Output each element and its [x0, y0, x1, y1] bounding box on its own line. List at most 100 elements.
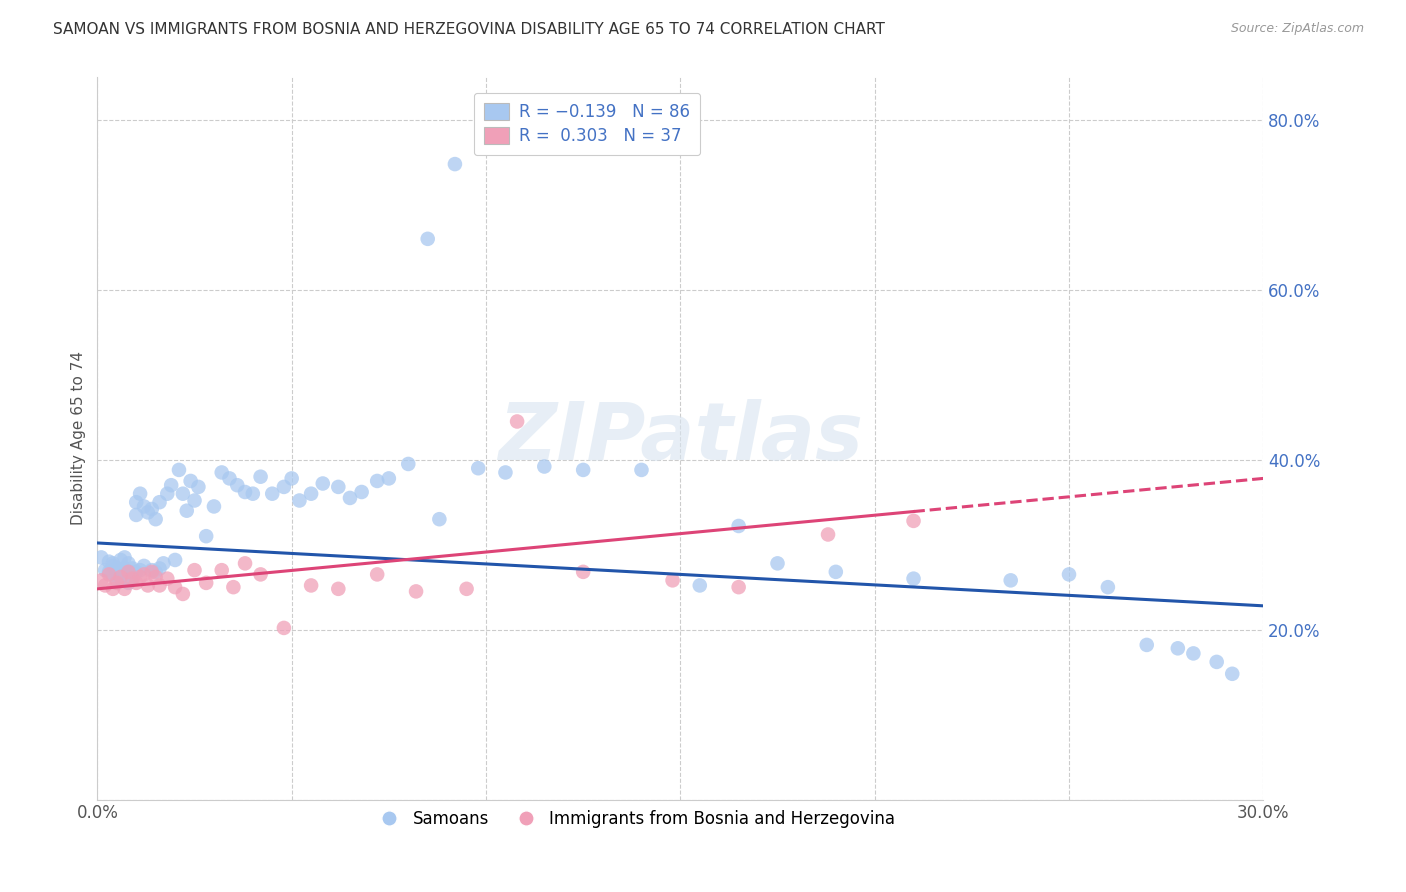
- Point: [456, 582, 478, 596]
- Point: [121, 572, 143, 586]
- Point: [152, 557, 174, 571]
- Point: [727, 580, 749, 594]
- Point: [280, 471, 302, 485]
- Point: [117, 557, 139, 571]
- Point: [117, 565, 139, 579]
- Point: [121, 572, 143, 586]
- Point: [145, 565, 167, 579]
- Point: [226, 478, 249, 492]
- Point: [105, 561, 128, 575]
- Point: [94, 563, 117, 577]
- Point: [195, 529, 218, 543]
- Point: [824, 565, 846, 579]
- Point: [98, 567, 121, 582]
- Point: [110, 572, 132, 586]
- Point: [249, 567, 271, 582]
- Point: [132, 567, 155, 582]
- Point: [233, 557, 256, 571]
- Point: [117, 565, 139, 579]
- Point: [211, 563, 233, 577]
- Point: [114, 550, 136, 565]
- Point: [211, 466, 233, 480]
- Point: [180, 474, 202, 488]
- Point: [101, 557, 124, 571]
- Point: [141, 565, 163, 579]
- Point: [262, 486, 284, 500]
- Point: [1000, 574, 1022, 588]
- Point: [242, 486, 264, 500]
- Point: [110, 570, 132, 584]
- Point: [105, 575, 128, 590]
- Point: [1205, 655, 1227, 669]
- Point: [148, 561, 170, 575]
- Point: [366, 474, 388, 488]
- Point: [350, 485, 373, 500]
- Point: [299, 578, 322, 592]
- Text: Source: ZipAtlas.com: Source: ZipAtlas.com: [1230, 22, 1364, 36]
- Point: [98, 565, 121, 579]
- Point: [110, 565, 132, 579]
- Point: [98, 555, 121, 569]
- Point: [1182, 647, 1205, 661]
- Point: [141, 563, 163, 577]
- Point: [105, 574, 128, 588]
- Point: [187, 480, 209, 494]
- Point: [572, 463, 595, 477]
- Legend: Samoans, Immigrants from Bosnia and Herzegovina: Samoans, Immigrants from Bosnia and Herz…: [366, 803, 901, 835]
- Point: [125, 565, 148, 579]
- Point: [233, 485, 256, 500]
- Point: [167, 463, 190, 477]
- Point: [427, 512, 450, 526]
- Point: [1136, 638, 1159, 652]
- Point: [378, 471, 401, 485]
- Point: [129, 570, 152, 584]
- Point: [218, 471, 240, 485]
- Point: [630, 463, 652, 477]
- Point: [125, 508, 148, 522]
- Point: [114, 561, 136, 575]
- Point: [176, 504, 198, 518]
- Point: [288, 493, 311, 508]
- Point: [132, 500, 155, 514]
- Point: [183, 493, 205, 508]
- Point: [273, 480, 295, 494]
- Point: [114, 582, 136, 596]
- Point: [506, 415, 529, 429]
- Point: [903, 572, 925, 586]
- Point: [125, 575, 148, 590]
- Point: [494, 466, 516, 480]
- Point: [328, 582, 350, 596]
- Point: [148, 578, 170, 592]
- Point: [172, 486, 194, 500]
- Point: [148, 495, 170, 509]
- Point: [141, 502, 163, 516]
- Point: [1097, 580, 1119, 594]
- Point: [817, 527, 839, 541]
- Point: [165, 553, 187, 567]
- Y-axis label: Disability Age 65 to 74: Disability Age 65 to 74: [72, 351, 86, 525]
- Point: [110, 553, 132, 567]
- Point: [160, 478, 183, 492]
- Point: [136, 505, 159, 519]
- Point: [766, 557, 789, 571]
- Point: [533, 459, 555, 474]
- Point: [299, 486, 322, 500]
- Point: [1220, 666, 1243, 681]
- Point: [572, 565, 595, 579]
- Point: [405, 584, 427, 599]
- Point: [689, 578, 711, 592]
- Point: [90, 574, 112, 588]
- Point: [121, 561, 143, 575]
- Point: [156, 572, 179, 586]
- Point: [129, 563, 152, 577]
- Point: [195, 575, 218, 590]
- Point: [222, 580, 245, 594]
- Point: [1167, 641, 1189, 656]
- Point: [328, 480, 350, 494]
- Point: [312, 476, 335, 491]
- Point: [273, 621, 295, 635]
- Point: [903, 514, 925, 528]
- Point: [132, 558, 155, 573]
- Point: [396, 457, 419, 471]
- Point: [114, 572, 136, 586]
